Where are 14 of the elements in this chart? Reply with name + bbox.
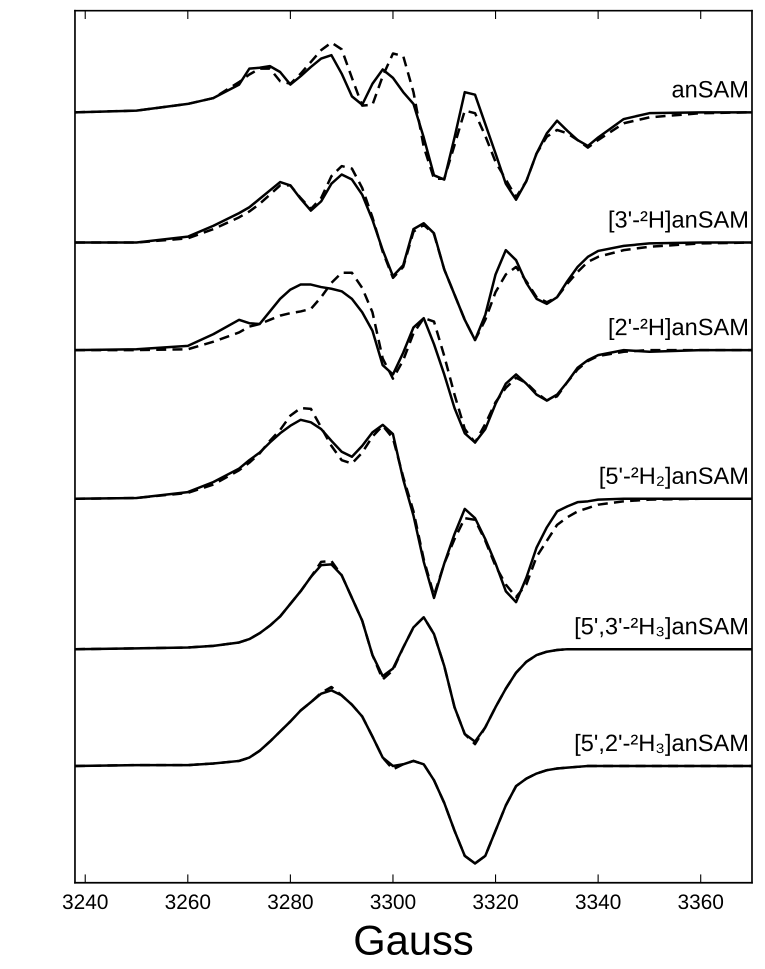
x-tick-label: 3320: [473, 894, 518, 910]
x-axis-title: Gauss: [355, 926, 472, 956]
x-tick-label: 3300: [370, 894, 416, 910]
x-tick-label: 3260: [165, 894, 210, 910]
series-label: [3'-²H]anSAM: [610, 210, 747, 232]
series-label: [2'-²H]anSAM: [610, 318, 747, 340]
x-tick-label: 3240: [62, 894, 108, 910]
x-tick-label: 3280: [268, 894, 313, 910]
series-label: [5',2'-²H₃]anSAM: [576, 734, 747, 756]
series-label: [5'-²H₂]anSAM: [600, 466, 747, 489]
series-label: anSAM: [672, 80, 747, 98]
series-label: [5',3'-²H₃]anSAM: [576, 617, 747, 640]
x-tick-label: 3360: [678, 894, 724, 910]
x-tick-label: 3340: [576, 894, 620, 910]
